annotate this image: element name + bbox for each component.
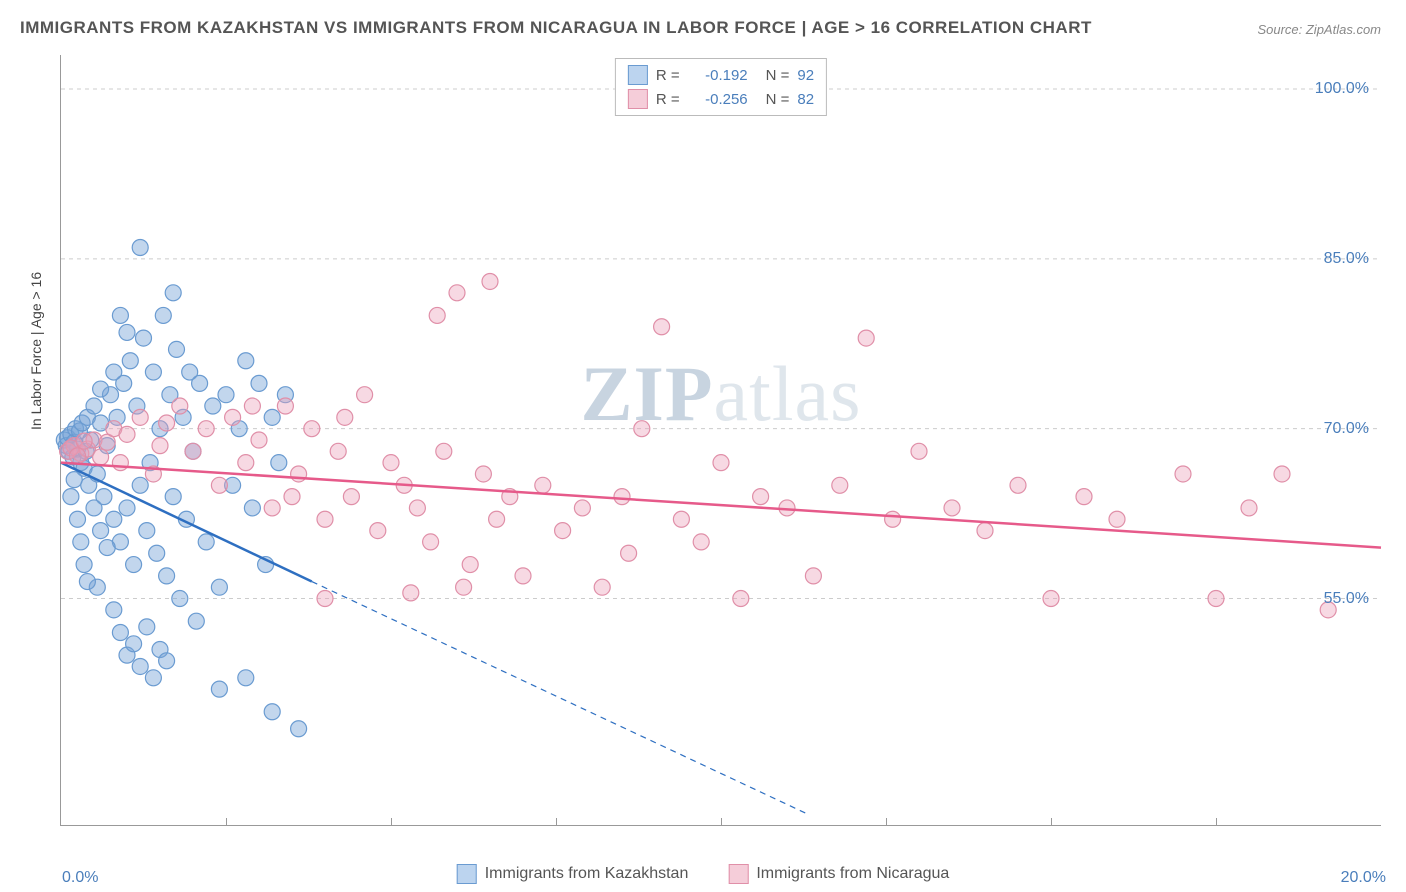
chart-title: IMMIGRANTS FROM KAZAKHSTAN VS IMMIGRANTS…	[20, 18, 1092, 38]
legend-item: Immigrants from Kazakhstan	[457, 864, 689, 884]
x-tick-mark	[556, 818, 557, 826]
y-tick-label: 100.0%	[1315, 80, 1369, 98]
stats-row: R = -0.192 N = 92	[628, 63, 814, 87]
r-label: R =	[656, 91, 680, 108]
n-label: N =	[766, 91, 790, 108]
n-label: N =	[766, 67, 790, 84]
x-tick-mark	[886, 818, 887, 826]
r-label: R =	[656, 67, 680, 84]
stats-row: R = -0.256 N = 82	[628, 87, 814, 111]
scatter-chart	[61, 55, 1381, 825]
x-tick-mark	[391, 818, 392, 826]
r-value: -0.256	[688, 91, 748, 108]
x-tick-mark	[1216, 818, 1217, 826]
x-tick-mark	[1051, 818, 1052, 826]
y-tick-label: 55.0%	[1324, 590, 1369, 608]
x-axis-min-label: 0.0%	[62, 869, 98, 887]
series-name: Immigrants from Kazakhstan	[485, 865, 689, 883]
y-tick-label: 85.0%	[1324, 250, 1369, 268]
n-value: 92	[797, 67, 814, 84]
series-swatch	[728, 864, 748, 884]
n-value: 82	[797, 91, 814, 108]
y-tick-label: 70.0%	[1324, 420, 1369, 438]
bottom-legend: Immigrants from Kazakhstan Immigrants fro…	[457, 864, 950, 884]
series-swatch	[457, 864, 477, 884]
plot-area: ZIPatlas R =-0.192N =92R =-0.256N =82 55…	[60, 55, 1381, 826]
y-axis-label: In Labor Force | Age > 16	[28, 272, 44, 430]
series-swatch	[628, 65, 648, 85]
source-label: Source: ZipAtlas.com	[1257, 22, 1381, 37]
r-value: -0.192	[688, 67, 748, 84]
x-tick-mark	[721, 818, 722, 826]
x-axis-max-label: 20.0%	[1341, 869, 1386, 887]
series-name: Immigrants from Nicaragua	[756, 865, 949, 883]
legend-item: Immigrants from Nicaragua	[728, 864, 949, 884]
series-swatch	[628, 89, 648, 109]
x-tick-mark	[226, 818, 227, 826]
stats-legend-box: R = -0.192 N = 92 R = -0.256 N = 82	[615, 58, 827, 116]
